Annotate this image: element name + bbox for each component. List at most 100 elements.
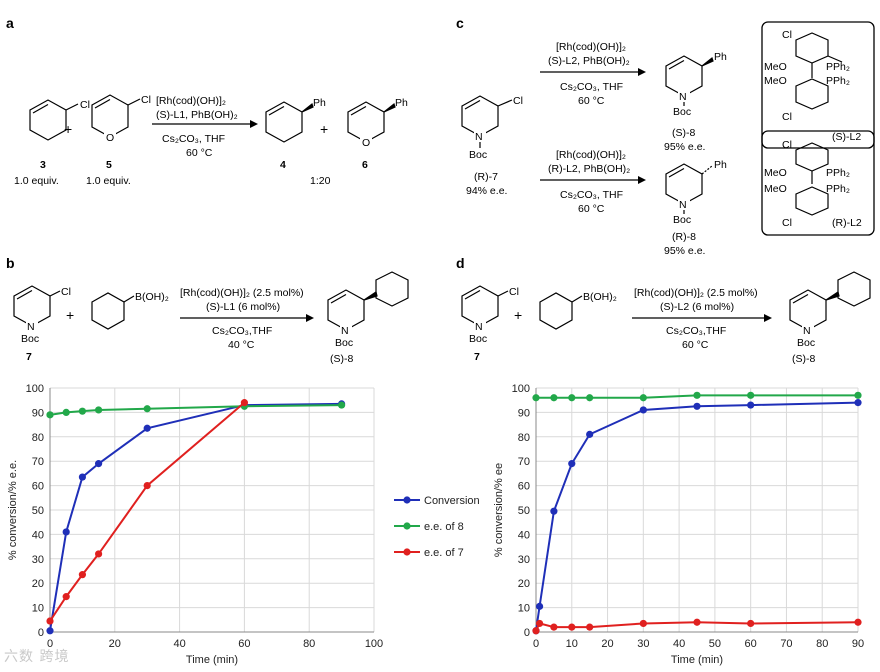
series-point [639,394,647,402]
product-s8-structure-b: N Boc [327,271,409,349]
chart-panel-d: 0 10 20 30 40 50 60 70 80 90 100 0 10 20 30 40 50 60 70 80 9… [493,383,864,666]
compound-r7-structure: Cl N Boc [461,95,523,161]
panel-c: c Cl N Boc (R)-7 94% e.e. [Rh(cod)(OH)]₂… [456,15,875,257]
product-ratio: 1:20 [310,175,331,187]
panel-d-condition-4: 60 °C [682,339,709,351]
x-axis-label: Time (min) [671,654,723,666]
panel-b-condition-1: [Rh(cod)(OH)]₂ (2.5 mol%) [180,287,304,299]
panel-a-condition-1: [Rh(cod)(OH)]₂ [156,95,226,107]
panel-a-condition-4: 60 °C [186,147,213,159]
ligand-s-meo-top: MeO [764,61,787,73]
product-s8-b-boc: Boc [335,337,353,349]
compound-r7-n: N [475,131,483,143]
series-point [532,627,540,635]
reaction-schemes: a Cl 3 1.0 equiv. + Cl O 5 1.0 equiv. [R… [6,15,875,365]
compound-5-number: 5 [106,159,112,171]
panel-a-condition-2: (S)-L1, PhB(OH)₂ [156,109,238,121]
legend-label: e.e. of 8 [424,521,464,533]
compound-7-b-number: 7 [26,351,32,363]
ligand-s-cl-bottom: Cl [782,111,792,123]
y-tick-label: 10 [32,603,44,615]
compound-5-equiv: 1.0 equiv. [86,175,131,187]
panel-d: d Cl N Boc 7 + B(OH)₂ [Rh(cod)(OH)]₂ (2.… [456,255,871,365]
series-point [586,623,594,631]
x-tick-label: 20 [601,638,613,650]
y-tick-label: 60 [32,481,44,493]
series-point [568,394,576,402]
product-s8-top-label: (S)-8 [672,127,695,139]
y-tick-label: 80 [518,432,530,444]
series-point [639,406,647,414]
panel-c-label: c [456,15,464,31]
ligand-r-meo-bottom: MeO [764,183,787,195]
y-tick-label: 90 [32,407,44,419]
series-point [568,460,576,468]
legend-swatch-point [403,548,411,556]
phenylboronic-acid-d: B(OH)₂ [539,291,617,330]
compound-r8-n: N [679,199,687,211]
product-s8-d-boc: Boc [797,337,815,349]
compound-7-b-cl: Cl [61,286,71,298]
compound-6-ph: Ph [395,97,408,109]
panel-b-label: b [6,255,15,271]
series-point [78,407,86,415]
product-s8-d-n: N [803,325,811,337]
series-point [46,411,54,419]
ligand-r-cl-top: Cl [782,139,792,151]
series-point [62,593,70,601]
y-tick-label: 50 [32,505,44,517]
series-point [46,617,54,625]
compound-r8-boc: Boc [673,214,691,226]
ligand-s-meo-bottom: MeO [764,75,787,87]
y-tick-label: 30 [32,554,44,566]
series-point [78,571,86,579]
series-point [143,405,151,413]
plus-sign-a2: + [320,121,328,137]
series-point [550,507,558,515]
x-tick-label: 30 [637,638,649,650]
compound-7-b-boc: Boc [21,333,39,345]
series-point [639,619,647,628]
plus-sign-d: + [514,307,522,323]
series-point [586,430,594,438]
panel-c-top-condition-3: Cs₂CO₃, THF [560,81,623,93]
compound-5-structure: Cl O [91,94,151,144]
x-tick-label: 40 [173,638,185,650]
panel-c-top-condition-1: [Rh(cod)(OH)]₂ [556,41,626,53]
y-tick-label: 100 [26,383,44,395]
boronic-acid-b-label: B(OH)₂ [135,291,169,303]
compound-4-structure: Ph [265,97,326,143]
panel-c-bottom-condition-2: (R)-L2, PhB(OH)₂ [548,163,630,175]
compound-7-d-n: N [475,321,483,333]
product-r8-ee: 95% e.e. [664,245,705,257]
ligand-s-pph2-top: PPh₂ [826,61,850,73]
compound-4-ph: Ph [313,97,326,109]
series-point [568,623,576,631]
x-tick-label: 10 [566,638,578,650]
series-point [532,394,540,402]
y-tick-label: 20 [32,578,44,590]
series-point [693,391,701,399]
compound-3-number: 3 [40,159,46,171]
y-tick-label: 70 [32,456,44,468]
panel-d-condition-2: (S)-L2 (6 mol%) [660,301,734,313]
ligand-s-pph2-bottom: PPh₂ [826,75,850,87]
y-tick-label: 10 [518,603,530,615]
y-axis-label: % conversion/% e.e. [7,460,19,560]
y-tick-label: 0 [524,627,530,639]
compound-r7-ee: 94% e.e. [466,185,507,197]
y-axis-label: % conversion/% ee [493,463,505,557]
y-tick-label: 30 [518,554,530,566]
series-point [78,473,86,481]
product-s8-b-label: (S)-8 [330,353,353,365]
ligand-r-cl-bottom: Cl [782,217,792,229]
series-point [550,623,558,631]
ligand-s-l2-label: (S)-L2 [832,131,861,143]
series-point [535,619,544,628]
compound-s8-top-boc: Boc [673,106,691,118]
series-point [95,406,103,414]
legend-swatch-point [403,496,411,504]
compound-3-cl: Cl [80,99,90,111]
y-tick-label: 60 [518,481,530,493]
compound-7-structure-b: Cl N Boc [13,285,71,345]
